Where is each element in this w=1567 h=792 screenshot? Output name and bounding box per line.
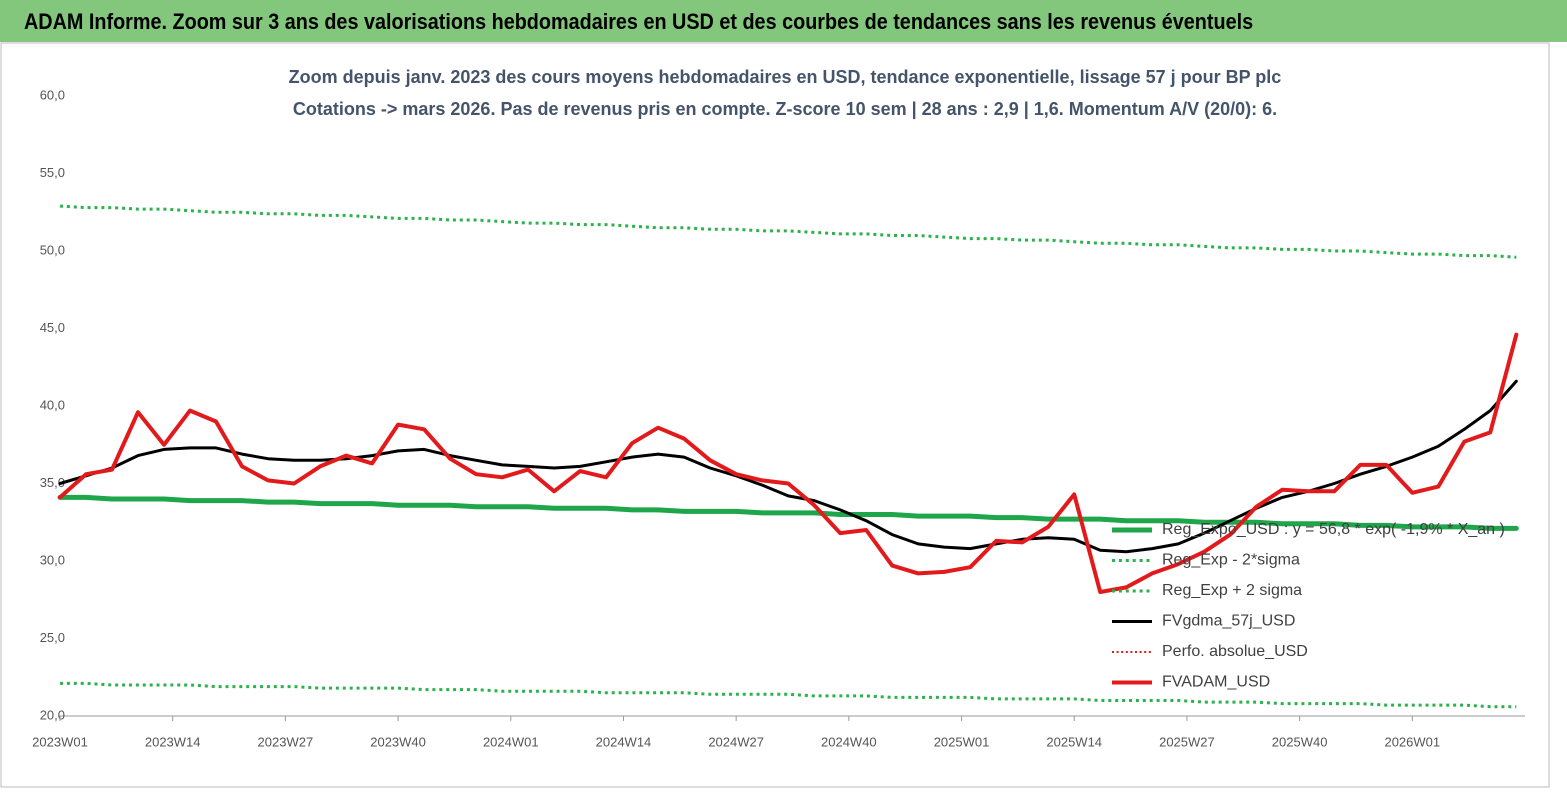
x-tick-label: 2024W40 bbox=[821, 734, 877, 749]
x-tick-label: 2025W27 bbox=[1159, 734, 1215, 749]
series-line bbox=[58, 332, 1519, 594]
legend-label: Reg_Expo_USD : y = 56,8 * exp( -1,9% * X… bbox=[1162, 521, 1505, 538]
series-line bbox=[58, 379, 1518, 554]
y-tick-label: 25,0 bbox=[40, 630, 65, 645]
x-tick-label: 2025W01 bbox=[934, 734, 990, 749]
x-tick-label: 2025W14 bbox=[1046, 734, 1102, 749]
chart-title: Zoom depuis janv. 2023 des cours moyens … bbox=[289, 67, 1282, 87]
y-tick-label: 45,0 bbox=[40, 320, 65, 335]
y-tick-label: 35,0 bbox=[40, 475, 65, 490]
series-line bbox=[60, 681, 1517, 709]
y-tick-label: 60,0 bbox=[40, 87, 65, 102]
x-tick-label: 2023W40 bbox=[370, 734, 426, 749]
chart: Zoom depuis janv. 2023 des cours moyens … bbox=[0, 42, 1550, 788]
chart-frame bbox=[0, 42, 1550, 788]
header-title: ADAM Informe. Zoom sur 3 ans des valoris… bbox=[24, 9, 1254, 34]
x-tick-label: 2024W27 bbox=[708, 734, 764, 749]
legend-label: Reg_Exp + 2 sigma bbox=[1162, 582, 1302, 599]
x-tick-label: 2023W01 bbox=[32, 734, 88, 749]
y-tick-label: 50,0 bbox=[40, 242, 65, 257]
y-tick-label: 30,0 bbox=[40, 552, 65, 567]
x-tick-label: 2023W14 bbox=[145, 734, 201, 749]
x-tick-label: 2023W27 bbox=[258, 734, 314, 749]
y-tick-label: 40,0 bbox=[40, 397, 65, 412]
x-tick-label: 2024W14 bbox=[596, 734, 652, 749]
series-line bbox=[59, 204, 1517, 259]
chart-subtitle: Cotations -> mars 2026. Pas de revenus p… bbox=[293, 99, 1277, 119]
legend-label: Reg_Exp - 2*sigma bbox=[1162, 552, 1300, 569]
legend-label: FVgdma_57j_USD bbox=[1162, 613, 1295, 630]
x-tick-label: 2026W01 bbox=[1384, 734, 1440, 749]
legend-label: FVADAM_USD bbox=[1162, 674, 1270, 691]
series-line bbox=[57, 494, 1519, 531]
x-tick-label: 2025W40 bbox=[1272, 734, 1328, 749]
y-tick-label: 55,0 bbox=[40, 165, 65, 180]
header: ADAM Informe. Zoom sur 3 ans des valoris… bbox=[0, 0, 1567, 42]
y-tick-label: 20,0 bbox=[40, 707, 65, 722]
legend-label: Perfo. absolue_USD bbox=[1162, 643, 1308, 660]
x-tick-label: 2024W01 bbox=[483, 734, 539, 749]
